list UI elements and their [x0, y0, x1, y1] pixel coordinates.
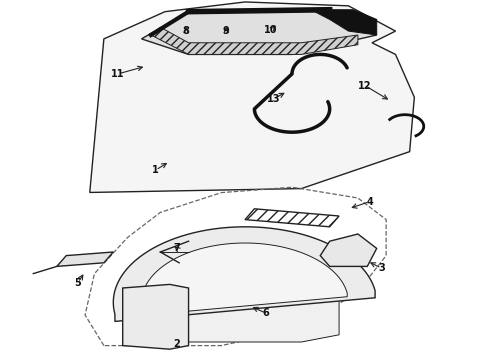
Text: 4: 4 [367, 197, 373, 207]
Text: 5: 5 [74, 278, 81, 288]
Polygon shape [142, 10, 377, 54]
Text: 13: 13 [267, 94, 280, 104]
Text: 10: 10 [264, 25, 278, 35]
Text: 2: 2 [173, 339, 180, 349]
Text: 11: 11 [111, 69, 125, 79]
Polygon shape [90, 2, 415, 193]
Polygon shape [311, 10, 377, 35]
Text: 9: 9 [223, 26, 229, 36]
Text: 7: 7 [173, 243, 180, 253]
Text: 12: 12 [358, 81, 372, 90]
Text: 6: 6 [263, 308, 270, 318]
Text: 1: 1 [152, 165, 159, 175]
Polygon shape [320, 234, 377, 266]
Text: 8: 8 [183, 26, 190, 36]
Polygon shape [122, 284, 189, 349]
Polygon shape [113, 227, 375, 321]
Polygon shape [57, 252, 113, 266]
Polygon shape [142, 243, 347, 315]
Text: 3: 3 [378, 263, 385, 273]
Polygon shape [151, 261, 339, 342]
Polygon shape [151, 27, 358, 54]
